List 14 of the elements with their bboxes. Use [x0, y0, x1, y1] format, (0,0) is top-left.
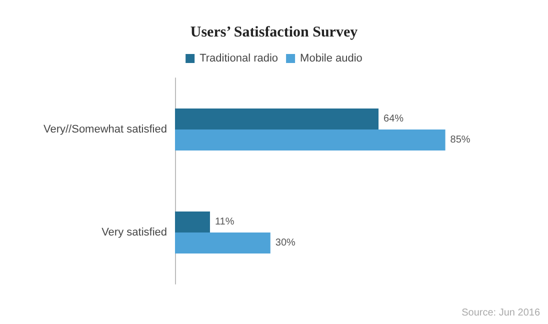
- data-label: 30%: [275, 238, 296, 248]
- data-label: 85%: [450, 134, 470, 146]
- y-tick-label: Very satisfied: [102, 226, 167, 238]
- legend-label: Mobile audio: [300, 52, 362, 64]
- bar: [175, 108, 379, 130]
- bar: [175, 232, 270, 254]
- chart-title: Users’ Satisfaction Survey: [190, 24, 358, 40]
- data-label: 64%: [384, 114, 404, 124]
- bar: [175, 212, 210, 232]
- data-label: 11%: [214, 216, 234, 228]
- bar: [175, 130, 446, 150]
- y-tick-label: Very//Somewhat satisfied: [43, 124, 167, 136]
- legend-label: Traditional radio: [200, 52, 278, 64]
- source-note: Source: Jun 2016: [462, 308, 540, 318]
